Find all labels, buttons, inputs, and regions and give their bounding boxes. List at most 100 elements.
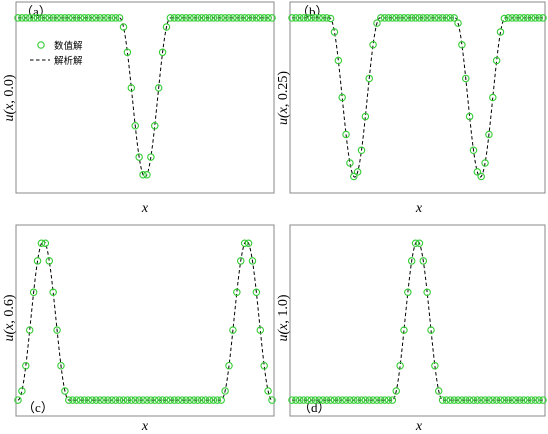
panel-b-numerical-point [411, 14, 420, 22]
panel-c-numerical-point [154, 396, 163, 404]
panel-a-numerical-point [45, 14, 54, 22]
panel-b-numerical-point [303, 14, 312, 22]
panel-a-numerical-point [162, 23, 171, 31]
panel-c-numerical-point [225, 361, 233, 370]
panel-a-numerical-point [135, 153, 143, 161]
legend: 数值解 解析解 [30, 40, 83, 67]
panel-c-numerical-point [68, 396, 77, 404]
panel-b-numerical-point [458, 40, 466, 49]
panel-d-numerical-point [508, 396, 516, 404]
panel-b-numerical-point [434, 14, 443, 22]
panel-c-ylabel-var: x [2, 323, 17, 331]
panel-b-plot [288, 14, 547, 181]
panel-c-numerical-point [18, 387, 26, 395]
panel-c-numerical-point [229, 326, 237, 334]
panel-a-numerical-point [68, 14, 77, 22]
panel-a-numerical-point [186, 14, 194, 22]
panel-d-numerical-point [450, 396, 458, 404]
panel-a-numerical-point [174, 14, 182, 22]
panel-b-numerical-point [326, 14, 335, 23]
panel-b-numerical-point [342, 130, 350, 139]
panel-c-numerical-point [240, 239, 249, 247]
panel-d-numerical-point [342, 396, 350, 404]
panel-c-numerical-point [53, 326, 61, 334]
panel-d-numerical-point [396, 361, 404, 370]
panel-c-numerical-point [151, 396, 159, 404]
panel-a-ylabel: u(x, 0.0) [2, 74, 17, 121]
panel-b-numerical-point [473, 168, 482, 176]
panel-c-numerical-point [178, 396, 186, 404]
panel-d-numerical-point [377, 396, 385, 404]
panel-c-numerical-point [217, 396, 225, 404]
panel-b-numerical-point [523, 14, 532, 22]
panel-c-ylabel-suffix: , 0.6) [2, 294, 17, 324]
panel-c-numerical-point [170, 396, 179, 404]
panel-a-plot [14, 14, 276, 179]
panel-b-numerical-point [450, 14, 458, 22]
panel-b-numerical-point [299, 14, 308, 22]
panel-d-numerical-point [419, 257, 428, 265]
panel-c-numerical-point [100, 396, 108, 404]
panel-a-numerical-point [194, 14, 202, 22]
panel-a-numerical-point [53, 14, 61, 22]
panel-d-frame [289, 224, 546, 417]
panel-d-numerical-point [496, 396, 505, 404]
panel-b-numerical-point [438, 14, 447, 22]
panel-d-numerical-point [481, 396, 489, 404]
panel-b-numerical-point [419, 14, 428, 22]
panel-d-numerical-point [492, 396, 501, 404]
panel-d-numerical-point [384, 396, 393, 404]
panel-b-numerical-point [516, 14, 524, 22]
panel-c-analytic-curve [17, 240, 273, 401]
panel-a-numerical-point [72, 14, 81, 22]
panel-a-numerical-point [217, 14, 225, 22]
panel-d-numerical-point [311, 396, 319, 404]
panel-d-numerical-point [404, 288, 412, 297]
panel-b-numerical-point [492, 56, 501, 65]
panel-b-numerical-point [477, 172, 485, 181]
panel-d-numerical-point [465, 396, 474, 404]
panel-a-numerical-point [41, 14, 50, 22]
panel-c-numerical-point [65, 396, 73, 404]
panel-d-ylabel-prefix: u( [276, 329, 291, 342]
panel-b-numerical-point [462, 74, 470, 83]
panel-c-numerical-point [45, 257, 54, 265]
panel-a-numerical-point [151, 121, 159, 130]
panel-d-numerical-point [473, 396, 482, 404]
panel-a-ylabel-suffix: , 0.0) [2, 74, 17, 104]
panel-d-numerical-point [373, 396, 381, 404]
panel-c-numerical-point [236, 257, 245, 265]
panel-a-numerical-point [100, 14, 108, 22]
panel-c-numerical-point [76, 396, 85, 404]
panel-c-numerical-point [166, 396, 175, 404]
panel-d-numerical-point [330, 396, 339, 404]
panel-a-numerical-point [61, 14, 69, 22]
panel-a-numerical-point [221, 14, 229, 22]
panel-a-numerical-point [22, 14, 30, 22]
panel-d-numerical-point [462, 396, 470, 404]
panel-c-numerical-point [22, 361, 30, 370]
panel-b-ylabel: u(x, 0.25) [276, 71, 291, 125]
panel-d-numerical-point [469, 396, 478, 404]
panel-b-numerical-point [500, 14, 509, 23]
panel-d-numerical-point [365, 396, 373, 404]
panel-c-numerical-point [88, 396, 97, 404]
panel-a-numerical-point [119, 23, 128, 31]
panel-b-numerical-point [415, 14, 424, 22]
panel-d-numerical-point [361, 396, 370, 404]
panel-a-numerical-point [268, 14, 276, 22]
panel-d-numerical-point [369, 396, 377, 404]
panel-d-numerical-point [446, 396, 455, 404]
panel-b-numerical-point [454, 19, 462, 27]
panel-d-numerical-point [431, 361, 439, 370]
panel-a-numerical-point [166, 14, 175, 22]
panel-a-numerical-point [25, 14, 34, 22]
panel-b-numerical-point [431, 14, 439, 22]
panel-b-numerical-point [365, 74, 373, 83]
panel-d: （d） x u(x, 1.0) [276, 224, 547, 434]
panel-c-numerical-point [123, 396, 132, 404]
panel-a-numerical-point [37, 14, 46, 22]
panel-c: （c） x u(x, 0.6) [2, 224, 276, 434]
panel-c-numerical-point [221, 387, 229, 395]
panel-b-numerical-point [311, 14, 319, 22]
